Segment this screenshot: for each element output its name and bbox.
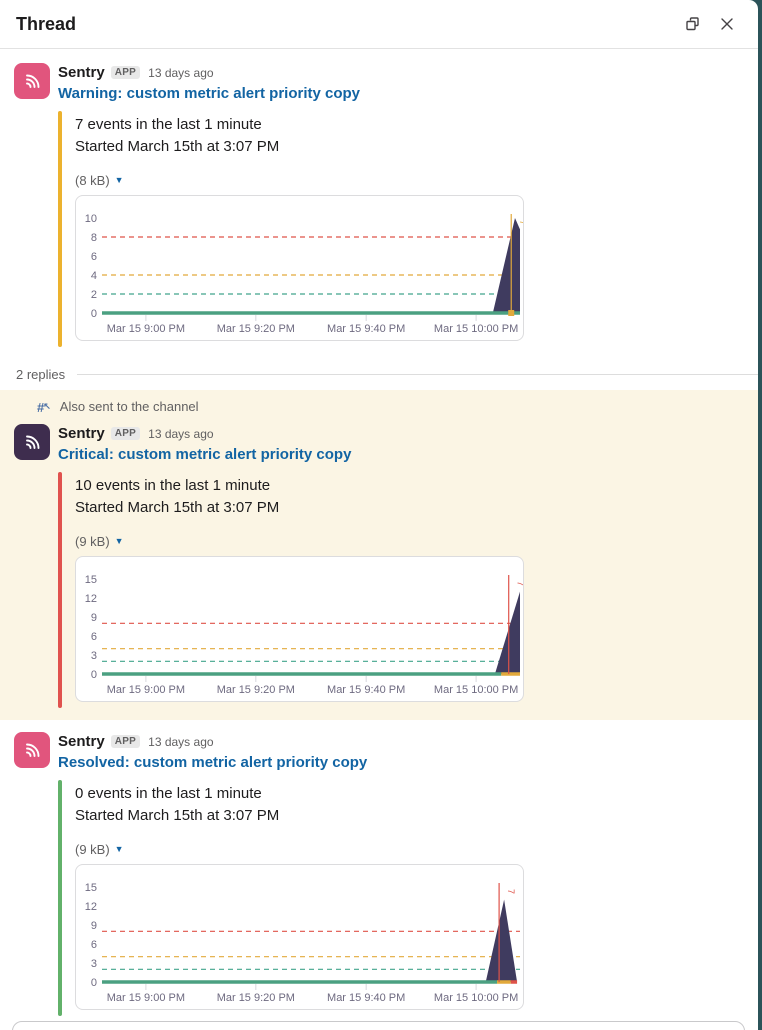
svg-text:Mar 15 9:00 PM: Mar 15 9:00 PM (107, 992, 185, 1004)
svg-text:8: 8 (91, 232, 97, 244)
sender-name[interactable]: Sentry (58, 425, 105, 442)
timestamp[interactable]: 13 days ago (148, 427, 214, 441)
svg-text:6: 6 (91, 631, 97, 643)
svg-text:Mar 15 9:20 PM: Mar 15 9:20 PM (217, 992, 295, 1004)
started-line: Started March 15th at 3:07 PM (75, 499, 280, 516)
thread-header: Thread (0, 0, 758, 49)
message-compose-box[interactable] (12, 1021, 745, 1030)
timestamp[interactable]: 13 days ago (148, 735, 214, 749)
chevron-down-icon: ▼ (114, 844, 124, 854)
events-line: 10 events in the last 1 minute (75, 477, 271, 494)
alert-title-link[interactable]: Critical: custom metric alert priority c… (58, 446, 352, 463)
svg-text:Mar 15 10:00 PM: Mar 15 10:00 PM (434, 323, 518, 335)
app-badge: APP (110, 735, 141, 748)
message-critical: Sentry APP 13 days ago Critical: custom me… (0, 416, 758, 714)
sender-name[interactable]: Sentry (58, 64, 105, 81)
svg-text:0: 0 (91, 308, 97, 320)
thread-title: Thread (16, 13, 77, 34)
started-line: Started March 15th at 3:07 PM (75, 138, 280, 155)
message-resolved: Sentry APP 13 days ago Resolved: custom me… (0, 720, 758, 1022)
file-size-toggle[interactable]: (8 kB) ▼ (75, 173, 124, 188)
close-icon[interactable] (710, 8, 744, 40)
popout-icon[interactable] (676, 8, 710, 40)
sentry-avatar[interactable] (14, 424, 50, 460)
svg-text:12: 12 (85, 593, 97, 605)
sentry-logo-icon (26, 743, 40, 757)
svg-text:3: 3 (91, 958, 97, 970)
svg-text:9: 9 (91, 920, 97, 932)
attachment-quote: 7 events in the last 1 minute Started Ma… (58, 111, 742, 347)
alert-title-link[interactable]: Warning: custom metric alert priority co… (58, 85, 360, 102)
svg-text:Mar 15 9:40 PM: Mar 15 9:40 PM (327, 992, 405, 1004)
replies-count: 2 replies (16, 367, 66, 382)
svg-text:Mar 15 9:20 PM: Mar 15 9:20 PM (217, 684, 295, 696)
svg-text:Mar 15 9:40 PM: Mar 15 9:40 PM (327, 684, 405, 696)
svg-text:7: 7 (518, 220, 523, 225)
divider-line (77, 374, 758, 375)
svg-text:Mar 15 10:00 PM: Mar 15 10:00 PM (434, 992, 518, 1004)
sentry-avatar[interactable] (14, 732, 50, 768)
timestamp[interactable]: 13 days ago (148, 66, 214, 80)
file-size-label: (9 kB) (75, 842, 110, 857)
svg-text:6: 6 (91, 939, 97, 951)
svg-text:Mar 15 9:40 PM: Mar 15 9:40 PM (327, 323, 405, 335)
metric-chart-image: Mar 15 9:00 PM Mar 15 9:20 PM Mar 15 9:40 … (85, 213, 523, 335)
file-size-label: (9 kB) (75, 534, 110, 549)
chevron-down-icon: ▼ (114, 536, 124, 546)
app-badge: APP (110, 427, 141, 440)
svg-text:2: 2 (91, 289, 97, 301)
svg-text:0: 0 (91, 669, 97, 681)
also-sent-row: #↖ Also sent to the channel (0, 396, 758, 416)
svg-text:7: 7 (516, 581, 523, 586)
chart-attachment[interactable]: Mar 15 9:00 PM Mar 15 9:20 PM Mar 15 9:40 … (75, 556, 524, 702)
file-size-toggle[interactable]: (9 kB) ▼ (75, 534, 124, 549)
sender-name[interactable]: Sentry (58, 733, 105, 750)
svg-text:Mar 15 9:00 PM: Mar 15 9:00 PM (107, 684, 185, 696)
svg-text:Mar 15 9:00 PM: Mar 15 9:00 PM (107, 323, 185, 335)
attachment-quote: 10 events in the last 1 minute Started M… (58, 472, 742, 708)
chart-attachment[interactable]: Mar 15 9:00 PM Mar 15 9:20 PM Mar 15 9:40 … (75, 195, 524, 341)
events-line: 0 events in the last 1 minute (75, 785, 262, 802)
also-sent-label: Also sent to the channel (59, 399, 199, 414)
message-warning: Sentry APP 13 days ago Warning: custom met… (0, 49, 758, 353)
svg-text:7: 7 (506, 889, 516, 894)
svg-text:6: 6 (91, 251, 97, 263)
replies-divider: 2 replies (0, 353, 758, 390)
started-line: Started March 15th at 3:07 PM (75, 807, 280, 824)
highlighted-message-block: #↖ Also sent to the channel Sentry APP 13 … (0, 390, 758, 720)
chevron-down-icon: ▼ (114, 175, 124, 185)
channel-hash-arrow-icon: #↖ (37, 399, 51, 415)
file-size-label: (8 kB) (75, 173, 110, 188)
sentry-logo-icon (26, 74, 40, 88)
sentry-logo-icon (26, 435, 40, 449)
svg-text:15: 15 (85, 574, 97, 586)
alert-title-link[interactable]: Resolved: custom metric alert priority c… (58, 754, 368, 771)
attachment-quote: 0 events in the last 1 minute Started Ma… (58, 780, 742, 1016)
svg-text:0: 0 (91, 977, 97, 989)
svg-text:4: 4 (91, 270, 97, 282)
svg-text:12: 12 (85, 901, 97, 913)
events-line: 7 events in the last 1 minute (75, 116, 262, 133)
svg-text:Mar 15 9:20 PM: Mar 15 9:20 PM (217, 323, 295, 335)
svg-text:Mar 15 10:00 PM: Mar 15 10:00 PM (434, 684, 518, 696)
file-size-toggle[interactable]: (9 kB) ▼ (75, 842, 124, 857)
svg-text:9: 9 (91, 612, 97, 624)
app-badge: APP (110, 66, 141, 79)
chart-attachment[interactable]: Mar 15 9:00 PM Mar 15 9:20 PM Mar 15 9:40 … (75, 864, 524, 1010)
svg-text:15: 15 (85, 882, 97, 894)
svg-text:3: 3 (91, 650, 97, 662)
metric-chart-image: Mar 15 9:00 PM Mar 15 9:20 PM Mar 15 9:40 … (85, 574, 523, 696)
svg-text:10: 10 (85, 213, 97, 225)
metric-chart-image: Mar 15 9:00 PM Mar 15 9:20 PM Mar 15 9:40 … (85, 882, 520, 1004)
sentry-avatar[interactable] (14, 63, 50, 99)
